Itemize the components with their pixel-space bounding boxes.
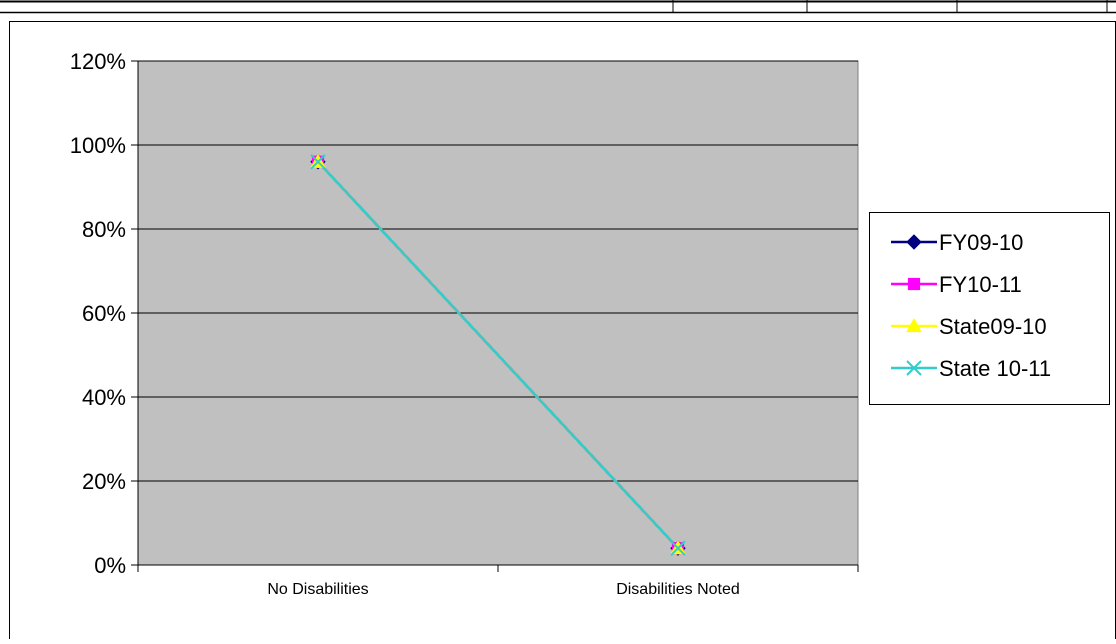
marker-triangle xyxy=(906,317,922,333)
series-lines xyxy=(317,160,679,550)
y-tick-label: 20% xyxy=(82,469,126,494)
marker-x xyxy=(310,154,326,170)
page-top-border xyxy=(0,0,1116,14)
x-axis-ticks: No Disabilities Disabilities Noted xyxy=(137,565,859,598)
gridlines xyxy=(138,60,858,482)
series-line xyxy=(317,160,679,550)
x-tick-label: Disabilities Noted xyxy=(616,581,740,598)
legend-item: State 10-11 xyxy=(891,356,1051,381)
legend-label: FY10-11 xyxy=(939,272,1022,297)
y-tick-label: 40% xyxy=(82,385,126,410)
y-tick-label: 80% xyxy=(82,217,126,242)
series-markers xyxy=(310,153,686,556)
legend-label: FY09-10 xyxy=(939,230,1023,255)
y-tick-label: 120% xyxy=(70,49,126,74)
legend: FY09-10 FY10-11 State09-10 State 10-11 xyxy=(869,212,1110,405)
legend-label: State 10-11 xyxy=(939,356,1051,381)
y-tick-label: 0% xyxy=(94,553,126,578)
marker-square xyxy=(907,277,921,291)
legend-label: State09-10 xyxy=(939,314,1047,339)
marker-x xyxy=(906,360,922,376)
marker-diamond xyxy=(906,234,922,250)
legend-item: FY10-11 xyxy=(891,272,1022,297)
legend-item: State09-10 xyxy=(891,314,1047,339)
marker-x xyxy=(670,540,686,556)
y-axis-ticks: 0% 20% 40% 60% 80% 100% 120% xyxy=(70,49,138,578)
x-tick-label: No Disabilities xyxy=(267,581,368,598)
y-tick-label: 100% xyxy=(70,133,126,158)
y-tick-label: 60% xyxy=(82,301,126,326)
legend-item: FY09-10 xyxy=(891,230,1023,255)
